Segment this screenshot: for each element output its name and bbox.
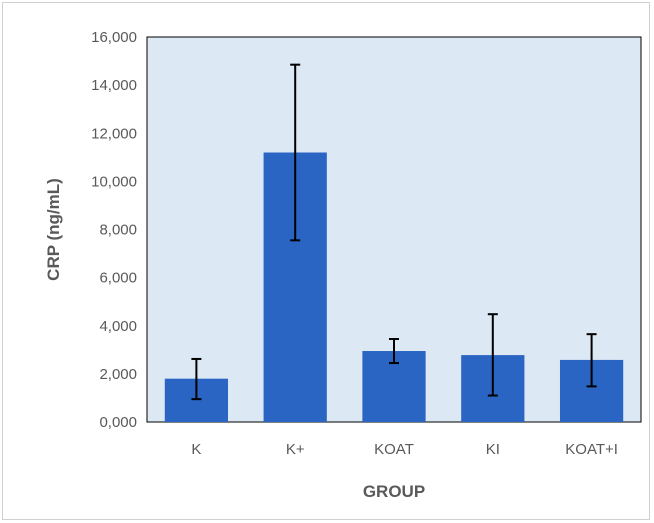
y-tick-label: 14,000	[91, 77, 137, 94]
x-axis-ticks: K K+ KOAT KI KOAT+I	[191, 441, 618, 458]
y-axis-title: CRP (ng/mL)	[44, 178, 63, 281]
y-tick-label: 6,000	[99, 270, 137, 287]
error-bar	[586, 333, 597, 388]
y-tick-label: 8,000	[99, 222, 137, 239]
x-tick-label: KOAT	[374, 441, 414, 458]
error-bars	[191, 63, 597, 401]
y-tick-label: 0,000	[99, 414, 137, 431]
error-bar	[487, 313, 498, 397]
error-bar	[389, 337, 399, 365]
x-axis-title: GROUP	[363, 482, 425, 501]
y-tick-label: 4,000	[99, 318, 137, 335]
x-tick-label: KOAT+I	[565, 441, 618, 458]
y-tick-label: 2,000	[99, 366, 137, 383]
x-tick-label: K	[191, 441, 201, 458]
error-bar	[191, 357, 202, 401]
x-tick-label: K+	[286, 441, 305, 458]
y-tick-label: 12,000	[91, 125, 137, 142]
y-tick-label: 10,000	[91, 173, 137, 190]
y-tick-label: 16,000	[91, 29, 137, 46]
error-bar	[290, 63, 301, 242]
x-tick-label: KI	[486, 441, 500, 458]
y-axis-ticks: 0,000 2,000 4,000 6,000 8,000 10,000 12,000 14,…	[91, 29, 137, 431]
